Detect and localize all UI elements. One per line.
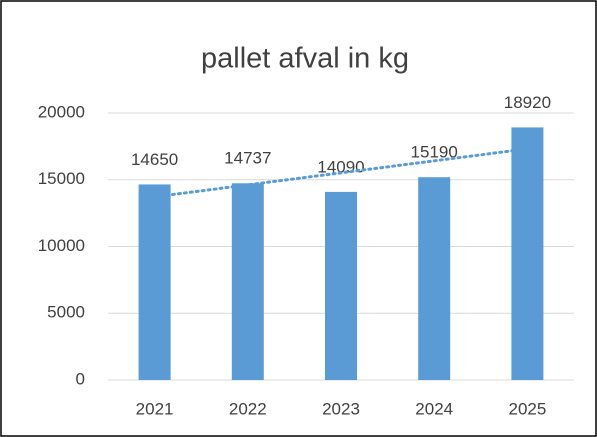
y-tick-label: 20000 xyxy=(38,102,85,121)
data-label: 18920 xyxy=(504,93,551,112)
y-tick-label: 15000 xyxy=(38,169,85,188)
x-tick-label: 2021 xyxy=(136,399,174,418)
x-tick-label: 2022 xyxy=(229,399,267,418)
y-tick-label: 5000 xyxy=(47,303,85,322)
bar xyxy=(231,183,264,380)
chart-title: pallet afval in kg xyxy=(201,43,409,75)
bar xyxy=(511,127,544,380)
bar xyxy=(325,191,357,380)
x-tick-label: 2024 xyxy=(415,399,453,418)
bar xyxy=(138,184,171,380)
trendline xyxy=(153,147,529,199)
y-tick-label: 10000 xyxy=(38,236,85,255)
x-tick-label: 2025 xyxy=(508,399,546,418)
data-label: 14737 xyxy=(224,149,271,168)
bar xyxy=(418,177,451,380)
data-label: 14650 xyxy=(131,150,178,169)
x-tick-label: 2023 xyxy=(322,399,360,418)
data-label: 15190 xyxy=(411,143,458,162)
y-tick-label: 0 xyxy=(76,369,85,388)
